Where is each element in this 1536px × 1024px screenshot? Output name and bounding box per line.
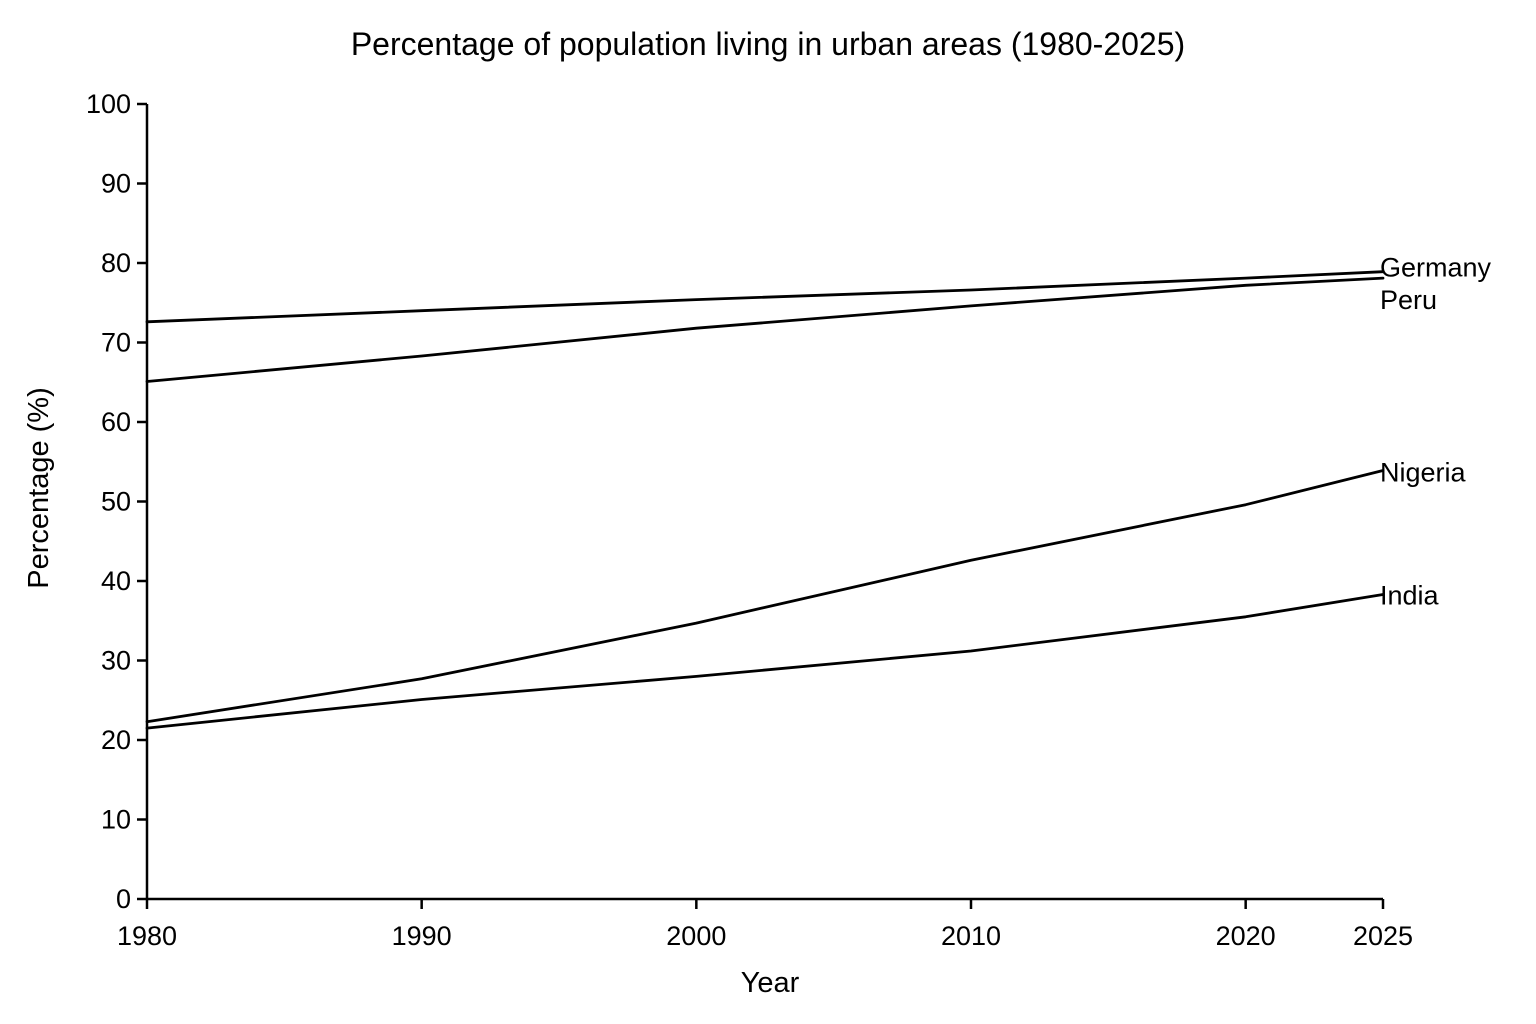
x-tick-label: 1980 xyxy=(117,921,177,951)
series-line-peru xyxy=(145,276,1385,383)
x-axis-label: Year xyxy=(741,967,800,999)
y-axis-label: Percentage (%) xyxy=(23,387,55,589)
series-line-india xyxy=(145,593,1385,730)
x-tick-label: 2020 xyxy=(1216,921,1276,951)
y-tick-label: 80 xyxy=(101,248,131,278)
y-axis-ticks: 0 10 20 30 40 50 60 70 80 90 100 xyxy=(86,89,147,914)
chart-title: Percentage of population living in urban… xyxy=(351,26,1185,62)
series-label-germany: Germany xyxy=(1380,253,1492,283)
y-tick-label: 20 xyxy=(101,725,131,755)
y-tick-label: 60 xyxy=(101,407,131,437)
x-tick-label: 1990 xyxy=(392,921,452,951)
y-tick-label: 0 xyxy=(116,884,131,914)
series-label-peru: Peru xyxy=(1380,285,1437,315)
y-tick-label: 70 xyxy=(101,328,131,358)
series-lines xyxy=(145,270,1385,730)
series-label-nigeria: Nigeria xyxy=(1380,457,1467,487)
x-tick-label: 2025 xyxy=(1353,921,1413,951)
x-tick-label: 2010 xyxy=(941,921,1001,951)
x-tick-label: 2000 xyxy=(666,921,726,951)
y-tick-label: 40 xyxy=(101,566,131,596)
y-tick-label: 100 xyxy=(86,89,131,119)
y-tick-label: 10 xyxy=(101,805,131,835)
x-axis-ticks: 1980 1990 2000 2010 2020 2025 xyxy=(117,899,1413,951)
y-tick-label: 50 xyxy=(101,487,131,517)
series-line-nigeria xyxy=(145,469,1385,724)
series-line-germany xyxy=(145,270,1385,324)
series-label-india: India xyxy=(1380,581,1440,611)
y-tick-label: 30 xyxy=(101,646,131,676)
y-tick-label: 90 xyxy=(101,169,131,199)
